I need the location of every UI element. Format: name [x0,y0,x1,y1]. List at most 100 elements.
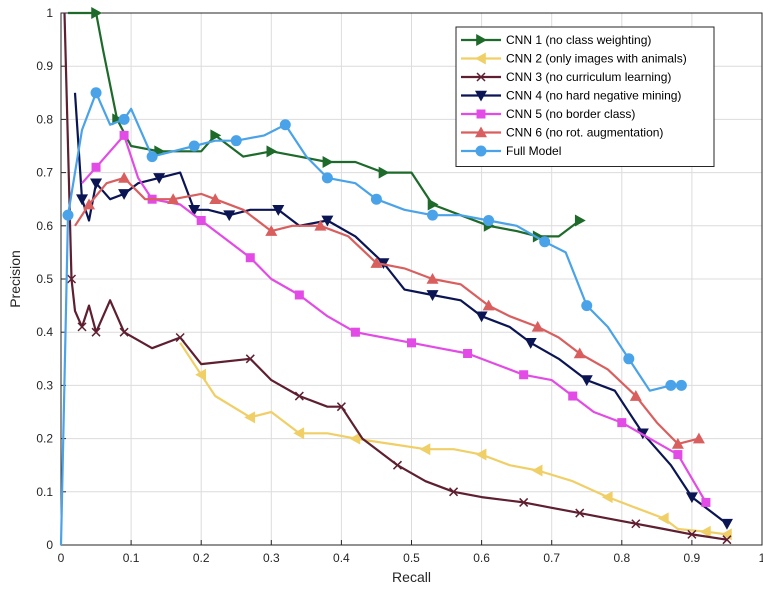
legend-marker [475,52,486,65]
series-line [81,134,707,503]
data-point [687,529,697,539]
data-point [449,487,459,497]
data-point [407,338,416,348]
data-point [426,290,439,301]
x-tick-label: 0.3 [263,551,280,565]
data-point [427,198,439,211]
data-point [699,525,711,538]
data-point [188,205,201,216]
series-6 [74,171,705,449]
legend-item: CNN 2 (only images with animals) [461,52,687,66]
y-tick-label: 0.4 [36,325,53,339]
legend-label: CNN 2 (only images with animals) [506,52,687,66]
data-point [475,448,487,461]
data-point [314,219,327,231]
series-3 [63,12,732,545]
data-point [266,145,278,158]
legend-label: CNN 6 (no rot. augmentation) [506,126,663,140]
data-point [692,432,705,444]
data-point [483,214,495,226]
data-point [294,391,304,401]
data-point [575,508,585,518]
y-tick-label: 0 [46,538,53,552]
data-point [244,411,256,424]
x-tick-label: 0.2 [193,551,210,565]
x-tick-label: 0.6 [473,551,490,565]
legend-marker [475,90,487,102]
x-tick-label: 0.5 [403,551,420,565]
data-point [531,320,544,332]
data-point [209,193,222,204]
data-point [482,299,495,311]
data-point [188,140,200,152]
data-point [580,375,593,387]
y-axis-label: Precision [7,250,23,308]
data-point [279,119,291,131]
data-point [118,189,131,200]
data-point [519,497,529,507]
data-point [631,519,641,529]
data-point [475,311,488,323]
x-tick-label: 0 [58,551,65,565]
x-tick-label: 0.8 [613,551,630,565]
data-point [62,209,74,221]
data-point [426,273,439,284]
legend-label: CNN 3 (no curriculum learning) [506,70,671,84]
y-tick-label: 1 [46,6,53,20]
data-point [90,178,103,190]
data-point [230,135,242,147]
data-point [294,290,304,300]
data-point [90,87,102,99]
data-point [265,225,278,236]
data-point [146,151,158,163]
legend-item: CNN 3 (no curriculum learning) [461,70,671,84]
data-point [463,348,473,358]
data-point [671,437,684,449]
data-point [119,130,129,140]
data-point [293,427,305,440]
x-axis-label: Recall [392,569,431,585]
y-tick-label: 0.2 [36,432,53,446]
data-point [210,129,222,142]
data-point [657,512,669,525]
legend-label: CNN 5 (no border class) [506,107,635,121]
data-point [539,236,551,248]
data-point [245,253,255,263]
legend-item: CNN 6 (no rot. augmentation) [461,126,663,140]
data-point [196,215,206,225]
data-point [175,332,185,343]
legend-item: CNN 1 (no class weighting) [461,33,651,47]
axis-ticks: 0 0.1 0.2 0.3 0.4 0.5 0.6 0.7 0.8 0.9 1 0 0.1 0.2 0.3 0… [36,6,763,565]
data-point [617,418,627,428]
data-point [370,257,383,268]
data-point [91,162,101,172]
y-tick-label: 0.5 [36,272,53,286]
legend-marker [476,34,487,46]
legend-marker [476,109,486,119]
legend: CNN 1 (no class weighting) CNN 2 (only im… [455,26,715,167]
data-point [321,172,333,184]
series-line [63,12,728,541]
data-point [77,322,87,332]
data-point [321,215,334,227]
data-point [623,353,635,365]
y-tick-label: 0.3 [36,378,53,392]
data-point [581,300,593,312]
data-point [245,354,255,364]
data-point [524,338,537,349]
data-point [532,230,544,243]
series-5 [81,130,711,507]
legend-marker [475,126,487,138]
y-tick-label: 0.8 [36,112,53,126]
data-point [91,327,101,337]
legend-item: CNN 4 (no hard negative mining) [461,89,681,103]
legend-label: CNN 4 (no hard negative mining) [506,89,681,103]
legend-label: Full Model [506,144,561,158]
data-point [350,327,360,337]
data-point [419,443,431,456]
series-line [74,176,700,445]
data-point [223,210,236,222]
data-point [91,7,103,19]
series-line [179,342,728,536]
x-tick-label: 0.1 [123,551,140,565]
